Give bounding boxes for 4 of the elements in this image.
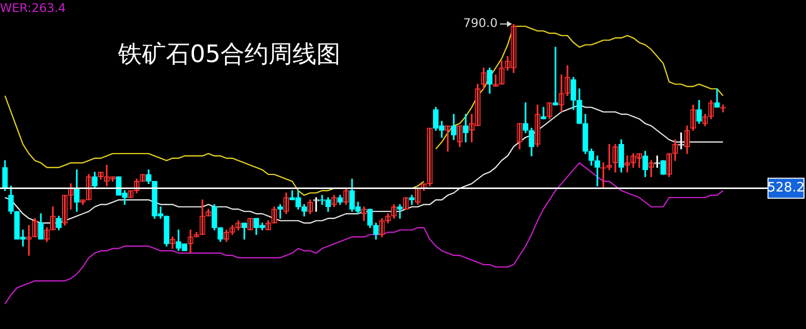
text: WER:263.4 (0, 1, 66, 15)
text: 铁矿石05合约周线图 (118, 39, 341, 70)
text: 528.2 (767, 180, 805, 196)
annotation: 790.0 (463, 16, 498, 30)
